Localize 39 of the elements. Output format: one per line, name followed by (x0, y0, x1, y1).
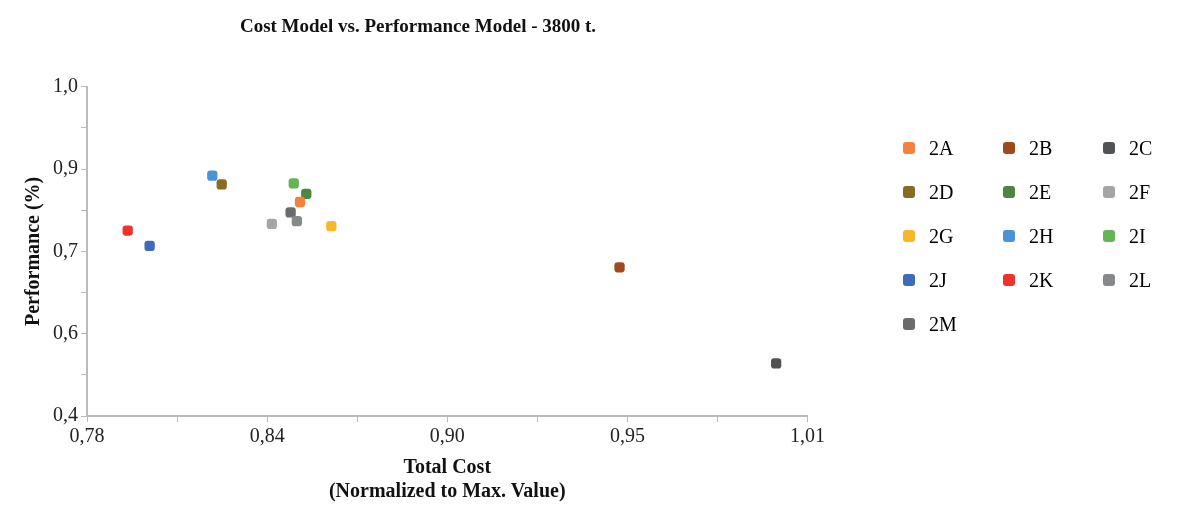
point (614, 262, 625, 273)
x-tick-label: 0,95 (609, 424, 645, 447)
point (771, 358, 782, 369)
point (291, 216, 303, 227)
legend-label: 2G (929, 224, 954, 248)
legend-label: 2C (1129, 136, 1153, 160)
y-tick-label: 0,9 (53, 156, 78, 179)
y-axis-title: Performance (%) (21, 176, 45, 327)
point (285, 207, 296, 218)
point (301, 188, 312, 199)
legend-label: 2J (929, 268, 947, 292)
x-tick-label: 0,78 (69, 424, 105, 447)
legend-label: 2F (1129, 180, 1151, 204)
point (294, 196, 306, 208)
point (144, 240, 155, 252)
y-tick-label: 1,0 (53, 74, 78, 97)
x-tick-label: 0,90 (429, 424, 465, 447)
y-tick-label: 0,7 (53, 238, 78, 261)
point (288, 178, 299, 189)
legend-label: 2B (1029, 136, 1053, 160)
legend-label: 2I (1129, 224, 1146, 248)
y-tick-label: 0,6 (53, 320, 78, 343)
point (326, 221, 337, 232)
point (216, 179, 227, 190)
legend-label: 2L (1129, 268, 1152, 292)
legend-label: 2H (1029, 224, 1054, 248)
point (122, 225, 133, 236)
x-tick-label: 0,84 (249, 424, 285, 447)
legend-label: 2A (929, 136, 954, 160)
x-tick-label: 1,01 (790, 424, 825, 447)
legend-label: 2D (929, 180, 954, 204)
point (266, 218, 277, 230)
legend-label: 2K (1029, 268, 1054, 292)
legend-label: 2E (1029, 180, 1052, 204)
y-tick-label: 0,4 (53, 403, 78, 426)
legend-label: 2M (929, 312, 957, 336)
point (207, 170, 218, 181)
chart-title: Cost Model vs. Performance Model - 3800 t. (239, 15, 597, 37)
x-axis-title: Total Cost (Normalized to Max. Value) (328, 455, 566, 503)
